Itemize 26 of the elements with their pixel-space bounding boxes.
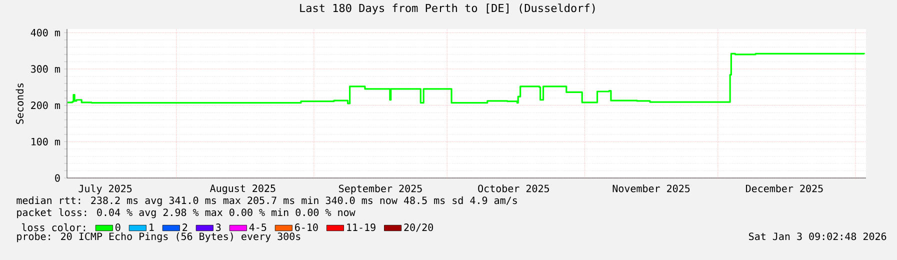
y-tick-label: 100 m [32,138,60,146]
x-tick-label: August 2025 [210,184,276,194]
legend-label: 0 [116,224,120,232]
x-tick-label: December 2025 [746,184,823,192]
legend-label: 2 [182,224,188,231]
chart-title: Last 180 Days from Perth to [DE] (Dusseldorf) [300,4,595,14]
text: Sat Jan 3 09:02:48 2026 [749,232,886,240]
legend-label: 6-10 [295,224,318,232]
legend-label: 11-19 [347,224,376,232]
legend-title: loss color: [22,223,86,232]
legend-label: 20/20 [404,224,433,232]
y-tick-label: 200 m [31,102,60,110]
x-tick-label: July 2025 [78,184,132,194]
x-tick-label: November 2025 [612,184,690,192]
x-tick-label: October 2025 [478,184,549,192]
y-tick-label: 300 m [31,65,60,73]
text: packet loss: 0.04 % avg 2.98 % max 0.00 % min 0.00 % now [17,208,356,218]
legend-label: 3 [216,224,221,232]
text: median rtt: 238.2 ms avg 341.0 ms max 205.7 ms min 340.0 ms now 48.5 ms sd 4.9 am/s [16,196,517,206]
legend-label: 4-5 [249,224,266,232]
text: probe: 20 ICMP Echo Pings (56 Bytes) every 300s [17,232,300,242]
legend-label: 1 [150,224,154,231]
y-tick-label: 400 m [30,28,60,36]
y-tick-label: 0 [55,174,60,182]
y-axis-title: Seconds [16,83,24,124]
x-tick-label: September 2025 [339,184,422,194]
